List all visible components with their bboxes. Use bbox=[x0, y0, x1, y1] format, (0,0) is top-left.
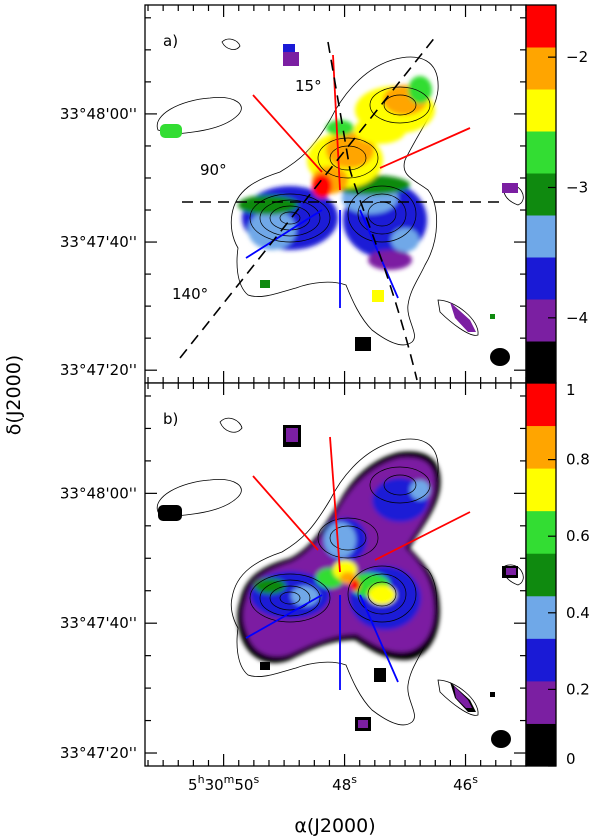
panel-b-outflow-lines bbox=[245, 436, 471, 690]
panel-b-blue-lobe-line-3 bbox=[359, 594, 399, 683]
panel-a-colorbar-cell bbox=[526, 131, 556, 174]
panel-b-red-lobe-line-2 bbox=[329, 436, 341, 573]
panel-a-colorbar-label: −4 bbox=[566, 309, 588, 327]
panel-b-colorbar-cell bbox=[526, 383, 556, 427]
panel-a-map bbox=[156, 35, 524, 381]
panel-a-ytick-label: 33°47'40'' bbox=[60, 233, 137, 251]
panel-a-blue-lobe-line-1 bbox=[245, 209, 323, 259]
x-axis: 5h30m50s 48s 46s bbox=[188, 773, 478, 794]
panel-b-colorbar-cell bbox=[526, 553, 556, 597]
panel-b-red-lobe-line-3 bbox=[374, 511, 471, 561]
panel-b-colorbar-label: 0.4 bbox=[566, 604, 590, 622]
panel-b-colorbar-label: 1 bbox=[566, 381, 576, 399]
panel-b-blue-lobe-line-1 bbox=[245, 594, 323, 639]
xtick-label: 48s bbox=[332, 773, 357, 794]
panel-b-ytick-label: 33°47'20'' bbox=[60, 744, 137, 762]
panel-a-beam bbox=[490, 348, 510, 366]
panel-a-outer-contour bbox=[230, 56, 439, 346]
panel-b-small-contour-4 bbox=[437, 679, 479, 716]
panel-b-beam bbox=[491, 730, 511, 748]
panel-b-colorbar-cell bbox=[526, 638, 556, 682]
panel-b: b) 0 0.2 0.4 0.6 0.8 1 bbox=[144, 381, 590, 768]
panel-a-colorbar-cell bbox=[526, 173, 556, 216]
panel-a-colorbar-cells bbox=[526, 5, 556, 384]
panel-b-label: b) bbox=[163, 410, 178, 428]
panel-a-small-contour-4 bbox=[437, 299, 479, 336]
panel-a-angle-label-15: 15° bbox=[295, 77, 322, 95]
panel-b-colorbar-label: 0.8 bbox=[566, 451, 590, 469]
panel-b-colorbar-cell bbox=[526, 468, 556, 512]
panel-a-angle-label-140: 140° bbox=[172, 285, 208, 303]
panel-b-colorbar-ticks: 0 0.2 0.4 0.6 0.8 1 bbox=[548, 381, 590, 768]
panel-a-label: a) bbox=[163, 32, 178, 50]
panel-a-colorbar-cell bbox=[526, 5, 556, 48]
panel-a-colorbar-cell bbox=[526, 89, 556, 132]
panel-b-colorbar-label: 0.2 bbox=[566, 680, 590, 698]
panel-a-colorbar: −2 −3 −4 bbox=[525, 4, 588, 384]
panel-a-axes: 33°47'20'' 33°47'40'' 33°48'00'' bbox=[60, 5, 527, 383]
panel-b-colorbar-cell bbox=[526, 723, 556, 767]
y-axis-title: δ(J2000) bbox=[3, 355, 25, 435]
panel-b-ytick-label: 33°48'00'' bbox=[60, 484, 137, 502]
panel-b-colorbar-cell bbox=[526, 510, 556, 554]
panel-b-map bbox=[156, 417, 524, 748]
panel-a-colorbar-cell bbox=[526, 257, 556, 300]
panel-b-colorbar-cell bbox=[526, 595, 556, 639]
panel-a: a) 15° 90° 140° −2 −3 −4 bbox=[144, 4, 588, 384]
panel-b-colorbar: 0 0.2 0.4 0.6 0.8 1 bbox=[525, 381, 590, 768]
panel-a-colorbar-ticks: −2 −3 −4 bbox=[548, 48, 588, 327]
panel-a-small-contour-1 bbox=[156, 97, 242, 135]
panel-b-colorbar-label: 0.6 bbox=[566, 527, 590, 545]
panel-b-colorbar-label: 0 bbox=[566, 750, 576, 768]
panel-a-red-lobe-line-2 bbox=[332, 54, 341, 191]
panel-a-colorbar-cell bbox=[526, 215, 556, 258]
panel-a-colorbar-cell bbox=[526, 341, 556, 384]
xtick-label: 46s bbox=[453, 773, 478, 794]
panel-a-colorbar-label: −3 bbox=[566, 178, 588, 196]
panel-b-red-lobe-line-1 bbox=[252, 475, 319, 551]
panel-b-small-contour-2 bbox=[219, 417, 243, 433]
panel-a-colorbar-label: −2 bbox=[566, 48, 588, 66]
panel-a-red-lobe-line-3 bbox=[379, 127, 471, 169]
xtick-label: 5h30m50s bbox=[188, 773, 259, 794]
panel-a-colorbar-cell bbox=[526, 47, 556, 90]
panel-a-ytick-label: 33°47'20'' bbox=[60, 361, 137, 379]
panel-b-colorbar-cells bbox=[526, 383, 556, 767]
panel-a-colorbar-cell bbox=[526, 299, 556, 342]
x-axis-title: α(J2000) bbox=[294, 815, 375, 837]
panel-b-axes: 33°47'20'' 33°47'40'' 33°48'00'' bbox=[60, 383, 527, 766]
panel-b-small-contour-1 bbox=[156, 479, 242, 517]
panel-a-ytick-label: 33°48'00'' bbox=[60, 105, 137, 123]
panel-a-angle-label-90: 90° bbox=[200, 161, 227, 179]
panel-b-colorbar-cell bbox=[526, 425, 556, 469]
panel-a-dashed-lines bbox=[179, 35, 505, 381]
panel-a-red-lobe-line-1 bbox=[252, 94, 323, 173]
panel-a-small-contour-2 bbox=[221, 38, 241, 50]
panel-b-colorbar-cell bbox=[526, 680, 556, 724]
panel-b-inner-contours bbox=[249, 466, 431, 623]
panel-b-colorbar-frame bbox=[525, 382, 557, 767]
panel-b-ytick-label: 33°47'40'' bbox=[60, 614, 137, 632]
